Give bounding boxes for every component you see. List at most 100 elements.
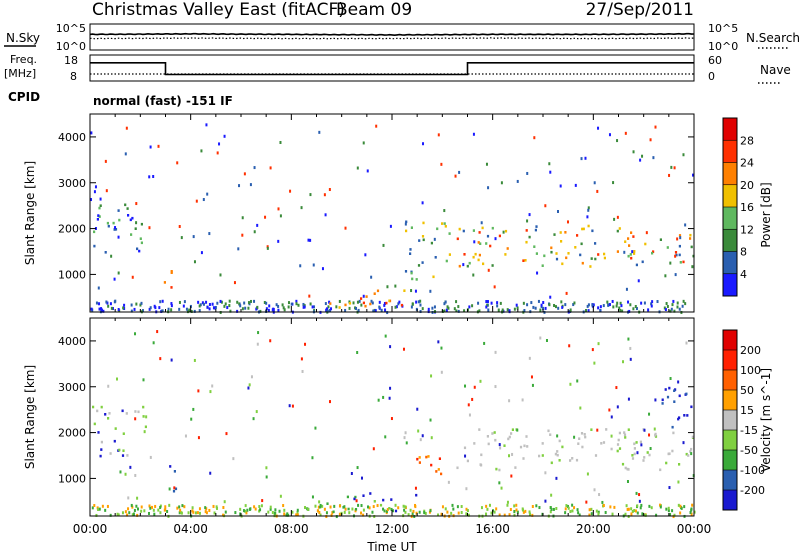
- heat-cell: [370, 275, 373, 279]
- heat-cell: [466, 459, 469, 463]
- heat-cell: [405, 441, 408, 445]
- x-tick-label: 12:00: [375, 522, 410, 536]
- heat-cell: [265, 475, 268, 479]
- heat-cell: [360, 511, 363, 515]
- heat-cell: [643, 513, 646, 517]
- heat-cell: [466, 509, 469, 513]
- heat-cell: [664, 388, 667, 391]
- heat-cell: [602, 304, 605, 308]
- heat-cell: [232, 457, 235, 461]
- heat-cell: [481, 226, 484, 230]
- heat-cell: [204, 506, 207, 510]
- heat-cell: [343, 510, 346, 514]
- heat-cell: [627, 300, 630, 304]
- heat-cell: [161, 309, 164, 313]
- heat-cell: [661, 402, 664, 405]
- heat-cell: [405, 220, 408, 224]
- heat-cell: [211, 384, 214, 388]
- heat-cell: [134, 332, 137, 336]
- heat-cell: [193, 358, 196, 362]
- heat-cell: [159, 300, 162, 304]
- heat-cell: [571, 509, 574, 513]
- heat-cell: [577, 442, 580, 445]
- heat-cell: [508, 435, 511, 439]
- x-tick-label: 00:00: [677, 522, 712, 536]
- heat-cell: [548, 303, 551, 307]
- heat-cell: [594, 454, 598, 457]
- heat-cell: [556, 453, 559, 457]
- heat-cell: [473, 385, 476, 389]
- heat-cell: [480, 453, 483, 457]
- heat-cell: [437, 513, 440, 517]
- heat-cell: [216, 506, 219, 510]
- heat-cell: [691, 265, 694, 269]
- heat-cell: [380, 308, 383, 312]
- heat-cell: [627, 515, 630, 519]
- heat-cell: [204, 510, 207, 514]
- heat-cell: [585, 309, 588, 313]
- heat-cell: [625, 504, 628, 508]
- colorbar-frame: [722, 329, 738, 511]
- heat-cell: [668, 173, 671, 177]
- heat-cell: [308, 294, 311, 298]
- heat-cell: [176, 161, 179, 165]
- heat-cell: [110, 306, 113, 310]
- heat-cell: [106, 221, 109, 225]
- heat-cell: [465, 487, 468, 491]
- heat-cell: [388, 299, 391, 303]
- heat-cell: [500, 181, 503, 185]
- heat-cell: [441, 222, 444, 225]
- heat-cell: [602, 503, 605, 507]
- heat-cell: [228, 304, 231, 308]
- heat-cell: [673, 513, 676, 517]
- power-colorbar-label: Power [dB]: [759, 182, 773, 247]
- heat-cell: [104, 159, 107, 163]
- heat-cell: [404, 510, 407, 514]
- heat-cell: [574, 246, 577, 249]
- heat-cell: [291, 404, 294, 408]
- heat-cell: [338, 512, 341, 516]
- heat-cell: [208, 508, 211, 512]
- heat-cell: [323, 193, 326, 197]
- heat-cell: [137, 410, 140, 414]
- heat-cell: [366, 169, 369, 173]
- heat-cell: [170, 286, 173, 289]
- heat-cell: [589, 265, 592, 268]
- heat-cell: [335, 515, 338, 519]
- heat-cell: [555, 257, 559, 261]
- heat-cell: [682, 299, 685, 303]
- heat-cell: [491, 432, 494, 435]
- heat-cell: [672, 431, 675, 435]
- heat-cell: [504, 253, 507, 256]
- heat-cell: [508, 399, 511, 403]
- heat-cell: [653, 427, 656, 431]
- heat-cell: [550, 250, 553, 254]
- heat-cell: [400, 303, 403, 307]
- heat-cell: [356, 351, 359, 355]
- heat-cell: [654, 432, 657, 436]
- heat-cell: [287, 305, 290, 309]
- heat-cell: [591, 348, 594, 352]
- heat-cell: [362, 513, 365, 517]
- heat-cell: [682, 153, 685, 157]
- heat-cell: [609, 505, 612, 509]
- heat-cell: [494, 237, 497, 241]
- heat-cell: [486, 300, 489, 304]
- heat-cell: [256, 305, 259, 309]
- date-label: 27/Sep/2011: [586, 0, 694, 20]
- heat-cell: [542, 306, 545, 310]
- heat-cell: [630, 512, 633, 516]
- heat-cell: [317, 505, 320, 509]
- heat-cell: [490, 511, 493, 515]
- heat-cell: [586, 472, 589, 476]
- heat-cell: [524, 509, 527, 513]
- heat-cell: [516, 510, 519, 514]
- heat-cell: [464, 454, 467, 458]
- heat-cell: [90, 307, 93, 311]
- heat-cell: [477, 258, 480, 262]
- heat-cell: [411, 277, 414, 281]
- heat-cell: [440, 162, 443, 166]
- heat-cell: [494, 385, 497, 389]
- heat-cell: [541, 264, 544, 267]
- heat-cell: [410, 271, 413, 275]
